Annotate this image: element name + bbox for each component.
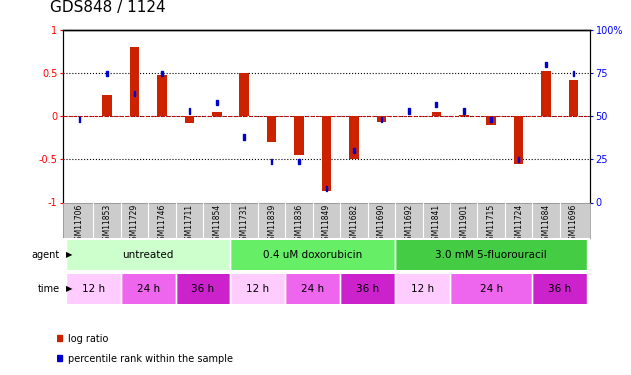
- Bar: [294, 116, 304, 155]
- Text: 12 h: 12 h: [82, 284, 105, 294]
- Bar: [435, 102, 437, 107]
- Text: 3.0 mM 5-fluorouracil: 3.0 mM 5-fluorouracil: [435, 250, 547, 260]
- Bar: [175, 274, 230, 304]
- Text: 0.4 uM doxorubicin: 0.4 uM doxorubicin: [263, 250, 362, 260]
- Bar: [102, 95, 112, 116]
- Text: GSM11849: GSM11849: [322, 204, 331, 245]
- Bar: [514, 116, 524, 164]
- Text: GSM11854: GSM11854: [212, 204, 221, 245]
- Bar: [533, 274, 587, 304]
- Text: log ratio: log ratio: [68, 334, 108, 344]
- Bar: [230, 240, 395, 270]
- Bar: [212, 112, 221, 116]
- Text: agent: agent: [32, 250, 60, 260]
- Text: GSM11836: GSM11836: [295, 204, 304, 245]
- Text: GSM11715: GSM11715: [487, 204, 496, 245]
- Text: GSM11724: GSM11724: [514, 204, 523, 245]
- Bar: [66, 274, 121, 304]
- Bar: [490, 117, 492, 122]
- Bar: [377, 116, 386, 122]
- Bar: [66, 240, 230, 270]
- Bar: [326, 186, 327, 191]
- Bar: [298, 159, 300, 164]
- Text: GSM11839: GSM11839: [267, 204, 276, 245]
- Text: GSM11731: GSM11731: [240, 204, 249, 245]
- Bar: [239, 73, 249, 116]
- Bar: [106, 70, 108, 76]
- Text: GSM11684: GSM11684: [541, 204, 551, 245]
- Bar: [408, 108, 410, 114]
- Bar: [121, 274, 175, 304]
- Text: untreated: untreated: [122, 250, 174, 260]
- Bar: [340, 274, 395, 304]
- Text: ▶: ▶: [66, 251, 73, 260]
- Text: 36 h: 36 h: [548, 284, 571, 294]
- Text: 24 h: 24 h: [480, 284, 503, 294]
- Bar: [395, 274, 450, 304]
- Bar: [518, 157, 519, 162]
- Bar: [184, 116, 194, 123]
- Text: GDS848 / 1124: GDS848 / 1124: [50, 0, 166, 15]
- Bar: [271, 159, 273, 164]
- Text: GSM11711: GSM11711: [185, 204, 194, 245]
- Bar: [432, 112, 441, 116]
- Text: percentile rank within the sample: percentile rank within the sample: [68, 354, 233, 364]
- Bar: [459, 114, 469, 116]
- Text: time: time: [38, 284, 60, 294]
- Bar: [157, 75, 167, 116]
- Bar: [230, 274, 285, 304]
- Text: 36 h: 36 h: [356, 284, 379, 294]
- Bar: [216, 100, 218, 105]
- Bar: [463, 108, 464, 114]
- Text: 12 h: 12 h: [246, 284, 269, 294]
- Text: 24 h: 24 h: [136, 284, 160, 294]
- Text: ▶: ▶: [66, 284, 73, 293]
- Text: GSM11682: GSM11682: [350, 204, 358, 245]
- Bar: [380, 117, 382, 122]
- Text: GSM11746: GSM11746: [157, 204, 167, 245]
- Bar: [569, 80, 579, 116]
- Text: GSM11901: GSM11901: [459, 204, 468, 245]
- Text: GSM11696: GSM11696: [569, 204, 578, 245]
- Text: 24 h: 24 h: [301, 284, 324, 294]
- Bar: [267, 116, 276, 142]
- Bar: [161, 70, 163, 76]
- Bar: [450, 274, 533, 304]
- Text: 36 h: 36 h: [191, 284, 215, 294]
- Bar: [573, 70, 574, 76]
- Bar: [57, 355, 62, 361]
- Bar: [134, 91, 135, 96]
- Bar: [487, 116, 496, 125]
- Text: GSM11729: GSM11729: [130, 204, 139, 245]
- Bar: [545, 62, 547, 67]
- Bar: [57, 335, 62, 341]
- Text: GSM11841: GSM11841: [432, 204, 441, 245]
- Bar: [395, 240, 587, 270]
- Bar: [79, 117, 80, 122]
- Bar: [541, 71, 551, 116]
- Text: GSM11706: GSM11706: [75, 204, 84, 245]
- Text: 12 h: 12 h: [411, 284, 434, 294]
- Bar: [322, 116, 331, 191]
- Bar: [129, 47, 139, 116]
- Text: GSM11692: GSM11692: [404, 204, 413, 245]
- Bar: [244, 134, 245, 140]
- Bar: [189, 108, 190, 114]
- Bar: [349, 116, 359, 159]
- Text: GSM11690: GSM11690: [377, 204, 386, 245]
- Bar: [285, 274, 340, 304]
- Text: GSM11853: GSM11853: [102, 204, 112, 245]
- Bar: [353, 148, 355, 153]
